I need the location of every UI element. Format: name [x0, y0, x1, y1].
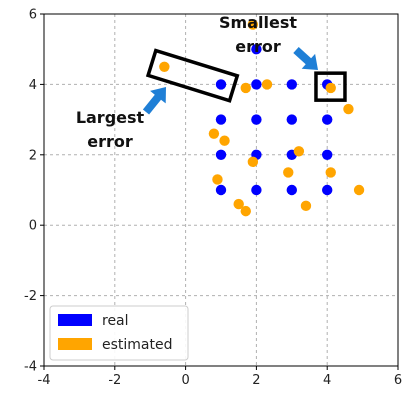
real-point	[215, 184, 227, 196]
smallest-error-box	[314, 71, 347, 102]
estimated-point	[293, 146, 305, 157]
legend-label-real: real	[102, 313, 129, 329]
x-tick-label: 2	[252, 373, 260, 388]
estimated-point	[240, 82, 251, 94]
y-tick-label: 4	[29, 78, 37, 93]
y-tick-label: 2	[29, 148, 37, 163]
legend-swatch-real	[58, 314, 92, 326]
y-axis-ticks: -4 -2 0 2 4 6	[24, 8, 44, 375]
estimated-point	[261, 79, 273, 90]
x-axis-ticks: -4 -2 0 2 4 6	[38, 366, 402, 388]
real-point	[286, 79, 297, 90]
real-point	[251, 114, 262, 125]
real-point	[251, 44, 262, 55]
largest-error-arrow	[142, 87, 166, 115]
estimated-point	[233, 198, 244, 210]
legend-label-estimated: estimated	[102, 337, 173, 353]
real-point	[286, 114, 297, 125]
largest-error-label: Largest	[76, 108, 145, 127]
estimated-point	[240, 205, 251, 217]
smallest-error-arrow-shape	[293, 47, 318, 70]
smallest-error-label: Smallest	[219, 13, 297, 32]
estimated-point	[212, 174, 223, 185]
real-point	[286, 184, 297, 196]
y-tick-label: -4	[24, 360, 37, 375]
largest-error-arrow-shape	[142, 87, 166, 115]
x-tick-label: 6	[394, 373, 402, 388]
y-tick-label: -2	[24, 289, 37, 304]
y-tick-label: 6	[29, 8, 37, 23]
estimated-point	[325, 167, 336, 178]
real-point	[251, 184, 262, 196]
real-point	[251, 79, 262, 90]
largest-error-label: error	[87, 132, 133, 151]
estimated-point	[247, 156, 259, 168]
estimated-point	[208, 128, 220, 139]
legend-swatch-estimated	[58, 338, 92, 350]
estimated-point	[247, 19, 259, 30]
smallest-error-label: error	[235, 37, 281, 56]
x-tick-label: -4	[38, 373, 51, 388]
estimated-point	[325, 82, 336, 94]
estimated-point	[343, 103, 354, 115]
x-tick-label: 4	[323, 373, 331, 388]
legend: real estimated	[49, 305, 189, 361]
series-estimated	[159, 19, 365, 217]
real-point	[215, 79, 227, 90]
estimated-point	[283, 167, 294, 178]
real-point	[322, 114, 333, 125]
real-point	[215, 114, 227, 125]
real-point	[322, 149, 333, 160]
annotations: Largest error Smallest error	[76, 13, 347, 151]
real-point	[322, 184, 333, 196]
real-point	[215, 149, 227, 160]
largest-error-box	[145, 48, 240, 103]
estimated-point	[219, 135, 230, 146]
x-tick-label: -2	[108, 373, 121, 388]
plot-frame	[43, 13, 399, 367]
y-tick-label: 0	[29, 219, 37, 234]
estimated-point	[353, 184, 365, 196]
estimated-point	[159, 61, 170, 72]
smallest-error-arrow	[293, 47, 318, 70]
x-tick-label: 0	[181, 373, 189, 388]
data-points	[159, 19, 365, 217]
estimated-point	[300, 200, 312, 212]
